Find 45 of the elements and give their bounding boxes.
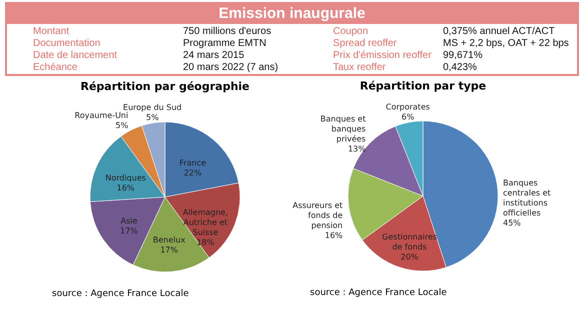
slice-label: Nordiques — [105, 173, 146, 182]
slice-label: Benelux — [152, 235, 186, 244]
text: Spread reoffer — [333, 38, 398, 50]
slice-label: Asie — [120, 216, 138, 226]
text: Documentation — [33, 38, 102, 50]
text: 0,423% — [443, 62, 478, 74]
text: Echéance — [33, 62, 78, 74]
text: Programme EMTN — [183, 38, 268, 50]
text: 20 mars 2022 (7 ans) — [183, 62, 280, 74]
text: Emission inaugurale — [7, 4, 577, 24]
text: MS + 2,2 bps, OAT + 22 bps — [443, 38, 570, 50]
data-label: 13% — [348, 144, 366, 154]
text: Montant — [33, 26, 70, 38]
data-label: 18% — [196, 238, 215, 248]
data-label: 5% — [146, 112, 160, 122]
data-label: 22% — [184, 168, 202, 178]
slice-label: Banques centrales et institutions officielles — [503, 178, 551, 218]
source-note: source : Agence France Locale — [310, 288, 448, 298]
slice-label: Royaume-Uni — [74, 110, 128, 120]
slice-label: France — [179, 158, 206, 168]
text: Date de lancement — [33, 50, 118, 62]
data-label: 5% — [116, 120, 129, 130]
text: 0,375% annuel ACT/ACT — [443, 26, 556, 38]
text: 24 mars 2015 — [183, 50, 246, 62]
text: 99,671% — [443, 50, 484, 62]
slice-label: Gestionnaires de fonds — [382, 232, 438, 252]
data-label: 20% — [400, 252, 419, 262]
text: Coupon — [333, 26, 370, 38]
data-label: 16% — [116, 183, 135, 192]
data-label: 6% — [401, 112, 415, 122]
slice-label: Assureurs et fonds de pension — [292, 201, 343, 230]
data-label: 16% — [324, 231, 344, 240]
source-note: source : Agence France Locale — [52, 289, 190, 299]
data-label: 17% — [120, 226, 138, 236]
data-label: 17% — [160, 245, 178, 254]
slice-label: Europe du Sud — [123, 102, 182, 112]
data-label: 45% — [503, 218, 522, 228]
chart-title: Répartition par géographie — [80, 80, 250, 93]
text: Prix d'émission reoffer — [333, 50, 432, 62]
slice-label: Allemagne, Autriche et Suisse — [182, 208, 228, 238]
text: 750 millions d'euros — [183, 26, 272, 38]
slice-label: Banques et banques privées — [320, 114, 366, 144]
text: Taux reoffer — [333, 62, 387, 74]
slice-label: Corporates — [386, 102, 430, 112]
chart-title: Répartition par type — [360, 79, 486, 92]
